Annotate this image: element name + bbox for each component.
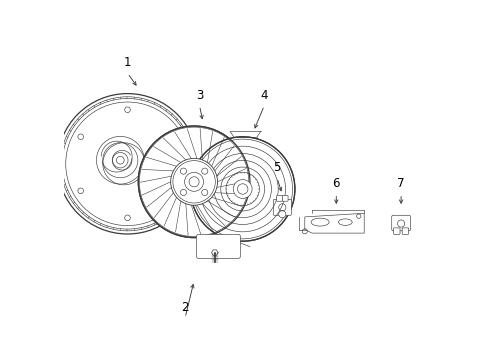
Text: 5: 5 [273,161,280,174]
FancyBboxPatch shape [276,195,282,201]
Circle shape [116,156,124,164]
Circle shape [57,94,197,234]
Circle shape [189,177,199,187]
Ellipse shape [338,219,351,225]
Text: 2: 2 [181,301,188,314]
Text: 4: 4 [260,89,267,102]
Circle shape [180,189,186,195]
Circle shape [180,168,186,174]
Circle shape [201,168,207,174]
Text: 1: 1 [123,57,131,69]
Circle shape [190,137,294,241]
Text: 7: 7 [397,177,404,190]
Circle shape [170,158,217,205]
Circle shape [201,189,207,195]
FancyBboxPatch shape [401,228,408,234]
FancyBboxPatch shape [282,195,287,201]
FancyBboxPatch shape [273,199,291,215]
Text: 6: 6 [332,177,339,190]
FancyBboxPatch shape [393,228,399,234]
Circle shape [233,180,252,198]
Text: 3: 3 [195,89,203,102]
Circle shape [278,211,285,218]
Ellipse shape [310,218,328,226]
Polygon shape [304,213,364,233]
Circle shape [138,126,249,238]
FancyBboxPatch shape [196,234,240,258]
FancyBboxPatch shape [391,215,409,231]
